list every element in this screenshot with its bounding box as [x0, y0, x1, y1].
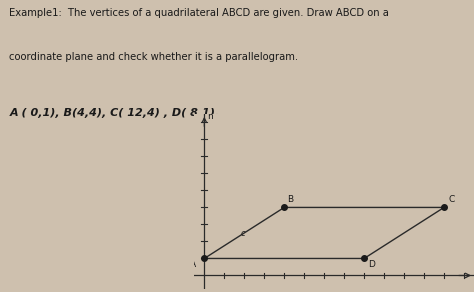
Text: coordinate plane and check whether it is a parallelogram.: coordinate plane and check whether it is… — [9, 53, 299, 62]
Text: n: n — [207, 112, 213, 121]
Text: A ( 0,1), B(4,4), C( 12,4) , D( 8,1).: A ( 0,1), B(4,4), C( 12,4) , D( 8,1). — [9, 108, 219, 118]
Text: D: D — [368, 260, 375, 269]
Text: c: c — [240, 229, 245, 238]
Text: A: A — [191, 260, 196, 269]
Text: B: B — [287, 195, 293, 204]
Text: C: C — [448, 195, 454, 204]
Text: Example1:  The vertices of a quadrilateral ABCD are given. Draw ABCD on a: Example1: The vertices of a quadrilatera… — [9, 8, 389, 18]
